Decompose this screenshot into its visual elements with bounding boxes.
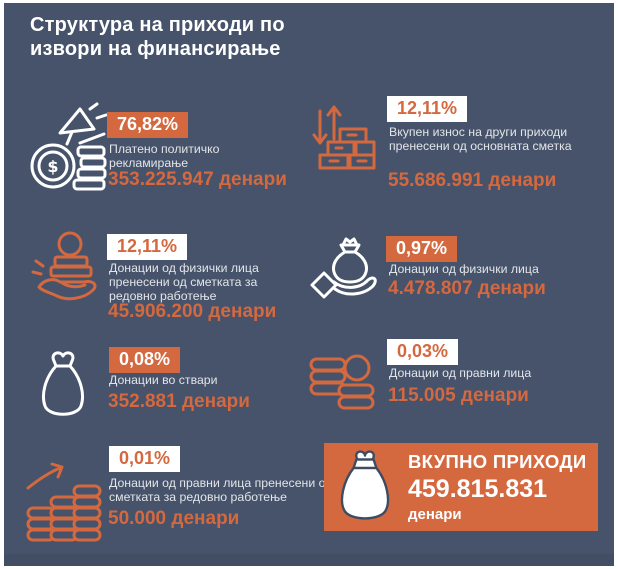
total-value: 459.815.831: [408, 475, 548, 503]
percent-badge: 76,82%: [107, 112, 189, 138]
coins-megaphone-icon: $: [30, 102, 108, 191]
item-amount: 353.225.947 денари: [108, 169, 287, 190]
page-title: Структура на приходи по извори на финанс…: [30, 14, 285, 60]
item-amount: 115.005 денари: [388, 385, 529, 406]
item-amount: 55.686.991 денари: [388, 170, 557, 191]
percent-badge: 12,11%: [387, 96, 468, 122]
moneybag-icon: [340, 450, 390, 520]
item-amount: 45.906.200 денари: [108, 301, 277, 322]
percent-badge: 0,97%: [386, 236, 458, 262]
growth-coins-icon: [26, 462, 102, 542]
coin-stacks-icon: [309, 354, 375, 410]
svg-text:$: $: [47, 157, 58, 176]
item-label: Донации од физички лица пренесени од сме…: [109, 261, 259, 303]
item-label: Донации од правни лица: [389, 366, 532, 380]
infographic-panel: Структура на приходи по извори на финанс…: [4, 3, 614, 566]
item-label: Вкупен износ на други приходи пренесени …: [389, 125, 572, 153]
percent-badge: 0,08%: [109, 347, 181, 373]
total-revenue-box: ВКУПНО ПРИХОДИ 459.815.831 денари: [324, 443, 598, 531]
moneybag-icon: [41, 351, 85, 416]
hand-moneybag-icon: [310, 237, 377, 299]
total-unit: денари: [408, 506, 462, 523]
item-label: Донации во ствари: [109, 373, 218, 387]
hand-coins-icon: [31, 231, 97, 301]
arrows-bricks-icon: [312, 105, 376, 170]
item-amount: 352.881 денари: [108, 391, 250, 412]
item-label: Донации од физички лица: [389, 262, 539, 276]
total-heading: ВКУПНО ПРИХОДИ: [408, 451, 587, 472]
item-amount: 50.000 денари: [108, 508, 240, 529]
percent-badge: 0,01%: [109, 446, 181, 472]
total-text-block: ВКУПНО ПРИХОДИ 459.815.831 денари: [408, 451, 586, 523]
item-amount: 4.478.807 денари: [388, 278, 546, 299]
percent-badge: 12,11%: [107, 234, 188, 260]
item-label: Платено политичко рекламирање: [109, 142, 220, 170]
percent-badge: 0,03%: [387, 339, 459, 365]
bottom-strip: [4, 554, 614, 566]
item-label: Донации од правни лица пренесени од смет…: [109, 476, 333, 504]
